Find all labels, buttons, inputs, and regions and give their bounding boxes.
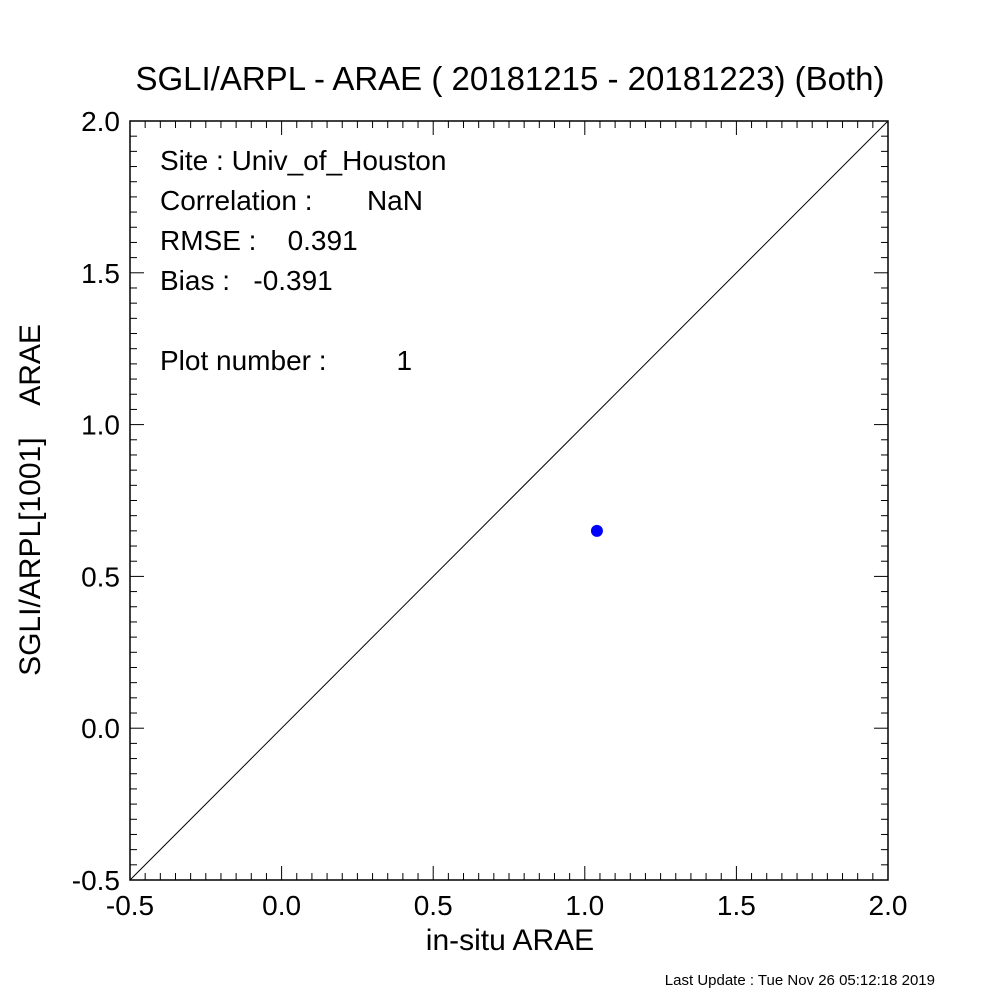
- x-tick-label: 1.5: [717, 890, 756, 921]
- x-tick-label: 1.0: [565, 890, 604, 921]
- x-tick-labels: -0.5 0.0 0.5 1.0 1.5 2.0: [106, 890, 908, 921]
- chart-title: SGLI/ARPL - ARAE ( 20181215 - 20181223) …: [135, 60, 884, 97]
- plot-frame: [129, 120, 889, 881]
- y-axis-title: SGLI/ARPL[1001] ARAE: [14, 324, 47, 676]
- y-tick-labels: -0.5 0.0 0.5 1.0 1.5 2.0: [72, 106, 120, 896]
- x-axis-title: in-situ ARAE: [426, 924, 594, 957]
- annotation-plot-number: Plot number : 1: [160, 345, 412, 376]
- annotation-correlation: Correlation : NaN: [160, 185, 423, 216]
- one-to-one-line: [129, 120, 889, 881]
- data-point: [590, 524, 603, 537]
- x-tick-label: 2.0: [869, 890, 908, 921]
- annotation-bias: Bias : -0.391: [160, 265, 333, 296]
- y-tick-label: 1.5: [81, 258, 120, 289]
- y-tick-label: 2.0: [81, 106, 120, 137]
- y-tick-label: 0.5: [81, 561, 120, 592]
- x-tick-label: 0.5: [414, 890, 453, 921]
- data-points: [590, 524, 603, 537]
- annotation-rmse: RMSE : 0.391: [160, 225, 358, 256]
- annotation-site: Site : Univ_of_Houston: [160, 145, 446, 176]
- axis-ticks: [129, 120, 889, 881]
- stats-annotations: Site : Univ_of_Houston Correlation : NaN…: [160, 145, 446, 376]
- y-tick-label: 1.0: [81, 410, 120, 441]
- x-tick-label: -0.5: [106, 890, 154, 921]
- y-tick-label: -0.5: [72, 865, 120, 896]
- x-tick-label: 0.0: [262, 890, 301, 921]
- last-update-text: Last Update : Tue Nov 26 05:12:18 2019: [665, 972, 935, 989]
- y-tick-label: 0.0: [81, 713, 120, 744]
